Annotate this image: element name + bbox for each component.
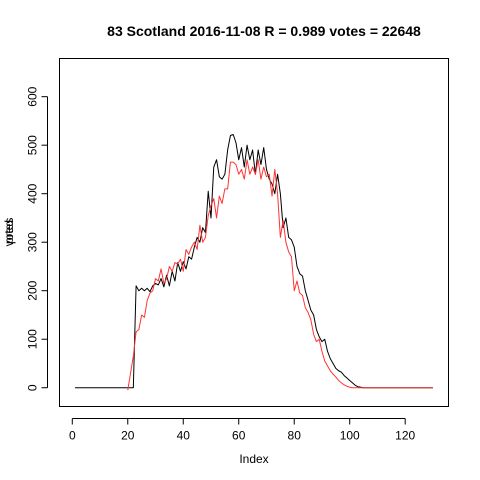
x-tick-label: 40 (177, 429, 191, 443)
y-tick-label: 300 (26, 232, 40, 252)
x-tick-label: 60 (232, 429, 246, 443)
y-tick-label: 100 (26, 329, 40, 349)
y-axis-label-part-1: votes (2, 218, 16, 247)
y-tick-label: 500 (26, 135, 40, 155)
x-axis-label: Index (239, 452, 268, 466)
y-tick-label: 400 (26, 183, 40, 203)
series-line-1 (75, 134, 433, 389)
x-tick-label: 100 (340, 429, 360, 443)
y-tick-label-group: 300 (26, 232, 40, 252)
series-group (75, 134, 433, 391)
y-tick-label: 200 (26, 280, 40, 300)
y-tick-label-group: 200 (26, 280, 40, 300)
chart-title: 83 Scotland 2016-11-08 R = 0.989 votes =… (107, 23, 421, 39)
x-tick-label: 120 (395, 429, 415, 443)
y-tick-label: 600 (26, 86, 40, 106)
x-tick-label: 0 (69, 429, 76, 443)
x-axis: 0 20 40 60 80 100 120 (69, 418, 416, 443)
y-axis-label-part-2: pred (2, 220, 16, 244)
plot-area-border (59, 58, 449, 407)
y-tick-label-group: 400 (26, 183, 40, 203)
x-tick-label: 20 (121, 429, 135, 443)
y-tick-label-group: 500 (26, 135, 40, 155)
series-line-2 (127, 159, 433, 391)
x-tick-label: 80 (288, 429, 302, 443)
y-tick-label-group: 0 (26, 384, 40, 391)
y-tick-label: 0 (26, 384, 40, 391)
y-axis: 0 100 200 300 400 500 600 (26, 86, 48, 391)
y-tick-label-group: 100 (26, 329, 40, 349)
y-tick-label-group: 600 (26, 86, 40, 106)
y-axis-label: votes pred (2, 218, 16, 247)
